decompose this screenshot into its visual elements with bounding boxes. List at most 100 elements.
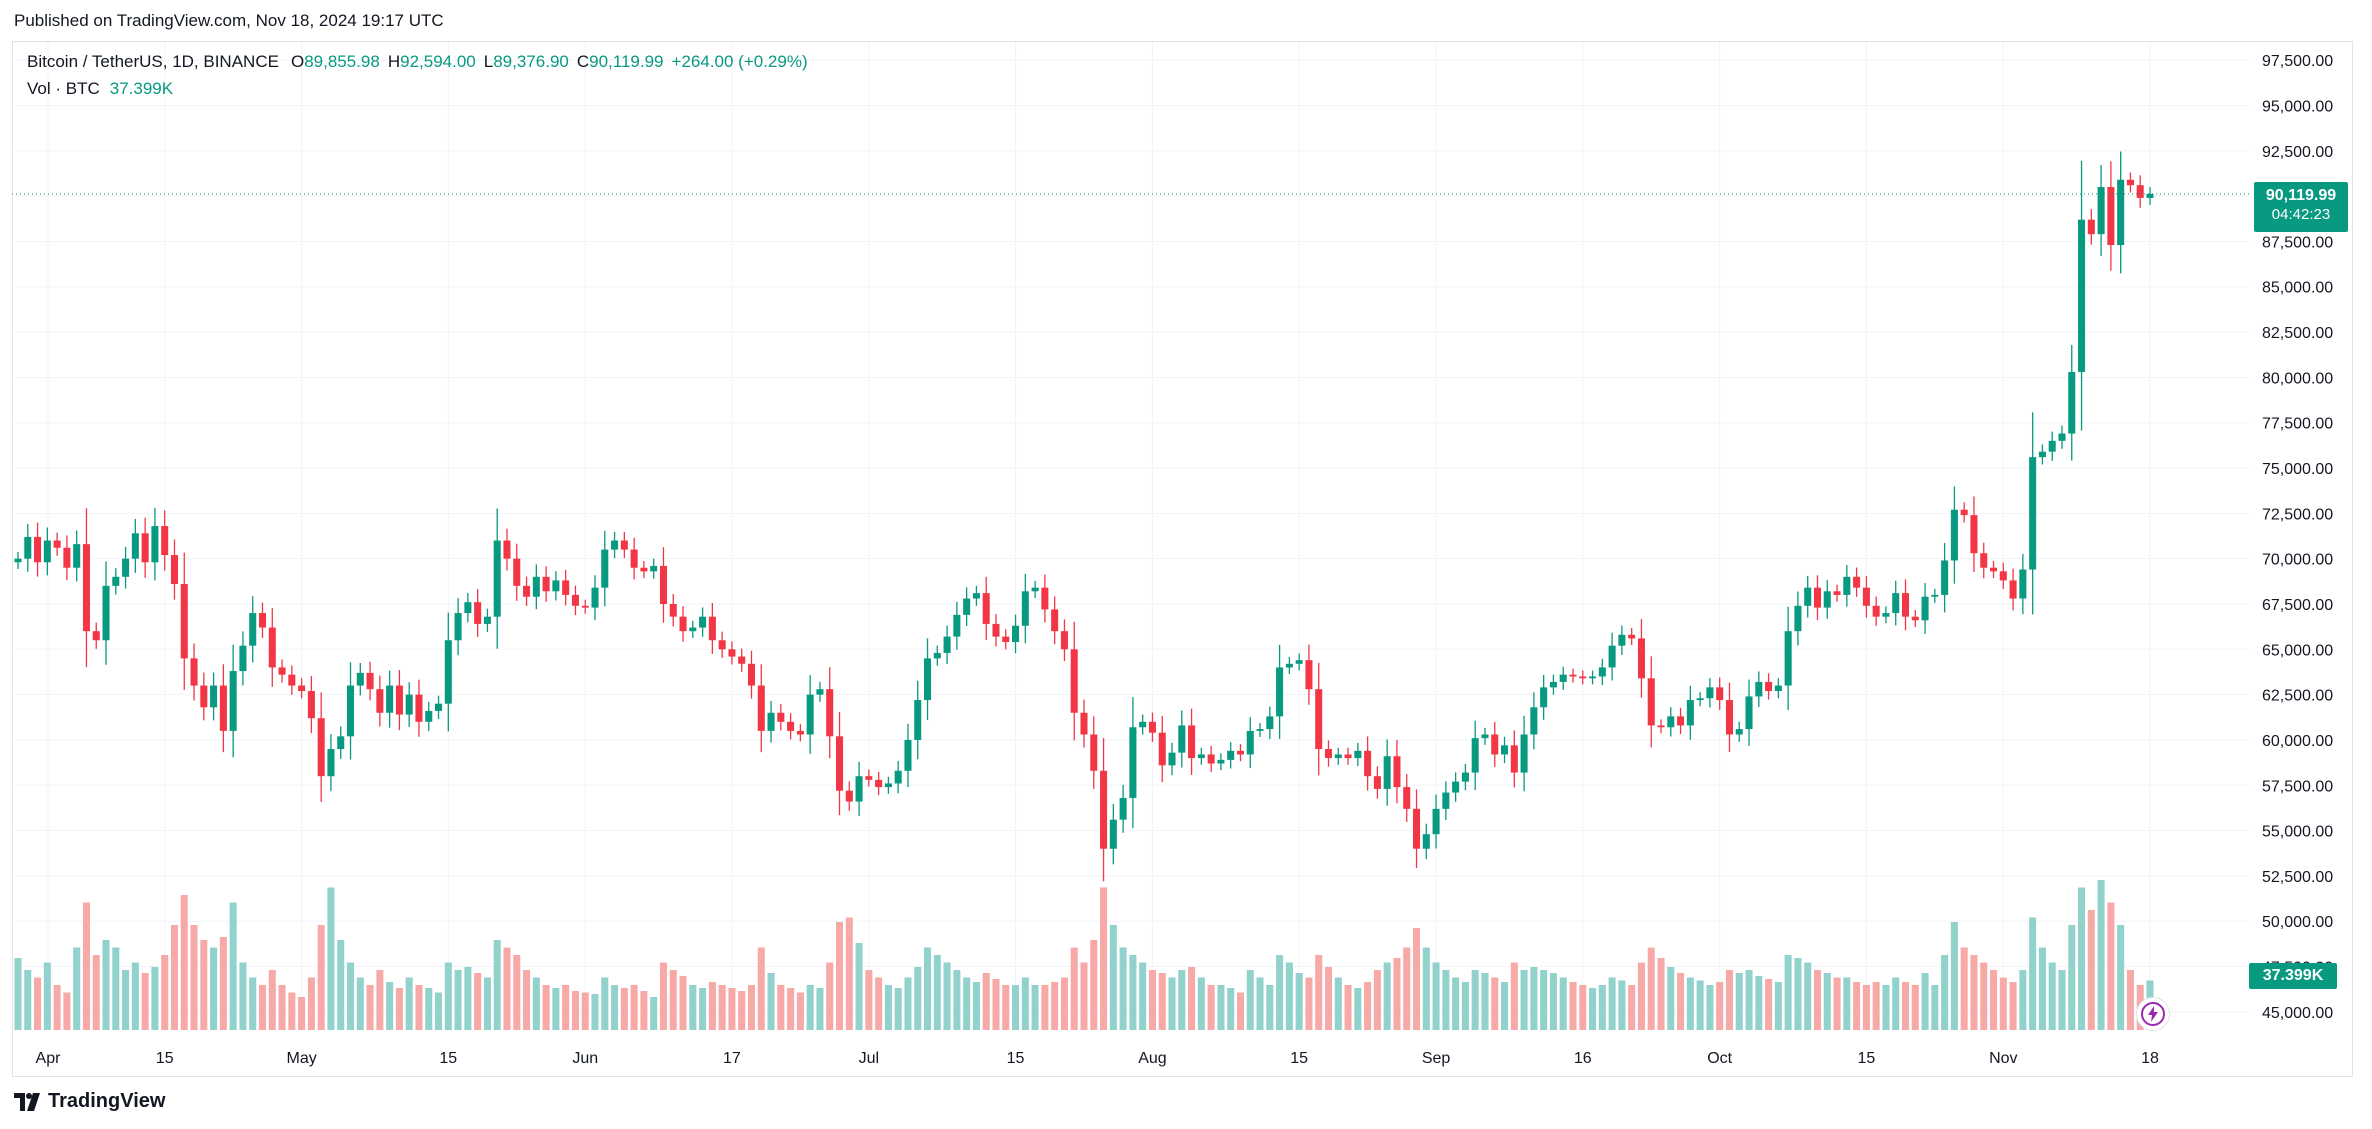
volume-bar (650, 997, 658, 1030)
candle-body (63, 547, 71, 568)
candle-body (112, 576, 120, 586)
candle-body (1794, 605, 1802, 632)
volume-bar (982, 973, 990, 1030)
candle-body (640, 567, 648, 572)
volume-bar (1168, 977, 1176, 1030)
candle-body (992, 623, 1000, 637)
candle-body (669, 603, 677, 617)
candle-body (1012, 625, 1020, 643)
volume-bar (1383, 962, 1391, 1030)
volume-bar (1217, 985, 1225, 1030)
candle-body (82, 544, 90, 632)
candle-body (1677, 716, 1685, 726)
candle-body (1872, 605, 1880, 617)
volume-bar (219, 937, 227, 1030)
candle-body (1119, 797, 1127, 820)
volume-bar (1119, 947, 1127, 1030)
candle-body (1070, 649, 1078, 713)
volume-bar (1735, 973, 1743, 1030)
volume-bar (190, 925, 198, 1030)
candle-body (1334, 754, 1342, 759)
y-tick-label: 60,000.00 (2262, 733, 2333, 750)
candle-body (1276, 667, 1284, 717)
volume-bar (141, 973, 149, 1030)
candle-body (963, 598, 971, 615)
volume-bar (1364, 982, 1372, 1030)
candle-body (1344, 754, 1352, 759)
candle-body (933, 652, 941, 659)
candle-body (1207, 754, 1215, 764)
volume-bar (1344, 985, 1352, 1030)
lightning-icon[interactable] (2136, 997, 2170, 1031)
candle-body (1403, 787, 1411, 809)
volume-bar (1696, 980, 1704, 1030)
volume-bar (1598, 985, 1606, 1030)
volume-bar (1530, 967, 1538, 1030)
y-tick-label: 45,000.00 (2262, 1005, 2333, 1022)
candle-body (777, 712, 785, 722)
y-tick-label: 80,000.00 (2262, 370, 2333, 387)
volume-bar (1862, 985, 1870, 1030)
volume-bar (2078, 887, 2086, 1030)
candle-body (943, 636, 951, 653)
volume-bar (1315, 955, 1323, 1030)
volume-bar (894, 988, 902, 1030)
candle-body (2126, 179, 2134, 186)
volume-bar (1295, 973, 1303, 1030)
volume-bar (1227, 988, 1235, 1030)
candle-body (2117, 179, 2125, 246)
candle-body (894, 770, 902, 784)
volume-bar (151, 967, 159, 1030)
candle-body (180, 584, 188, 659)
volume-bar (640, 991, 648, 1030)
candle-body (170, 555, 178, 585)
volume-bar (767, 973, 775, 1030)
volume-bar (1921, 973, 1929, 1030)
candle-body (1833, 591, 1841, 595)
volume-bar (395, 988, 403, 1030)
y-tick-label: 62,500.00 (2262, 688, 2333, 705)
tradingview-logo-icon (14, 1092, 40, 1111)
volume-bar (1031, 985, 1039, 1030)
x-tick-label: Aug (1138, 1050, 1166, 1067)
high-value: 92,594.00 (400, 52, 476, 71)
volume-bar (1197, 977, 1205, 1030)
x-tick-label: Jun (572, 1050, 598, 1067)
symbol-title[interactable]: Bitcoin / TetherUS, 1D, BINANCE (27, 52, 279, 71)
volume-bar (1510, 962, 1518, 1030)
volume-bar (1559, 977, 1567, 1030)
brand-name: TradingView (48, 1090, 166, 1112)
volume-bar (1080, 962, 1088, 1030)
volume-bar (1686, 977, 1694, 1030)
candle-body (1188, 725, 1196, 759)
volume-label[interactable]: Vol · BTC (27, 79, 100, 98)
candle-body (53, 540, 61, 548)
candle-body (1442, 792, 1450, 809)
x-tick-label: Jul (859, 1050, 879, 1067)
volume-bar (503, 947, 511, 1030)
candle-body (327, 749, 335, 777)
candle-body (1540, 687, 1548, 708)
tradingview-logo[interactable]: TradingView (14, 1090, 165, 1113)
candle-body (884, 783, 892, 788)
candle-body (1412, 808, 1421, 849)
candle-body (1227, 750, 1235, 760)
y-tick-label: 97,500.00 (2262, 53, 2333, 70)
candle-body (1021, 591, 1029, 626)
volume-bar (1148, 970, 1156, 1030)
candle-body (1823, 591, 1831, 608)
candle-body (386, 685, 394, 713)
volume-bar (307, 977, 315, 1030)
volume-bar (738, 991, 746, 1030)
volume-bar (601, 977, 609, 1030)
candle-body (278, 667, 286, 675)
candle-body (679, 616, 687, 632)
volume-bar (581, 992, 589, 1030)
x-tick-label: 16 (1574, 1050, 1592, 1067)
candle-body (1901, 593, 1910, 617)
candle-body (2068, 371, 2076, 434)
candle-body (581, 605, 589, 608)
volume-bar (483, 977, 491, 1030)
candle-body (1735, 729, 1743, 735)
